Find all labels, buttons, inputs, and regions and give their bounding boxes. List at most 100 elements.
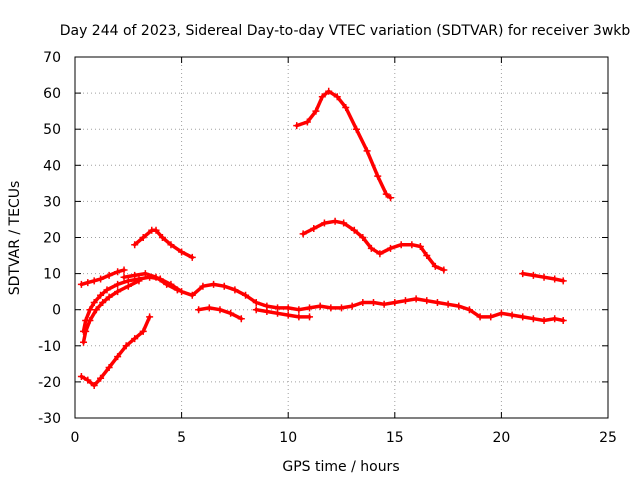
data-point — [540, 273, 548, 281]
x-tick-label: 0 — [71, 430, 80, 446]
data-point — [369, 298, 377, 306]
data-point — [205, 304, 213, 312]
data-point — [299, 230, 307, 238]
data-point — [124, 282, 132, 290]
series-arc-g — [120, 270, 181, 294]
data-point — [114, 288, 122, 296]
data-point — [423, 252, 431, 260]
data-point — [408, 241, 416, 249]
series-arc-d — [77, 266, 128, 288]
data-point — [252, 306, 260, 314]
series-trace — [132, 228, 195, 260]
data-point — [146, 313, 154, 321]
data-point — [99, 298, 107, 306]
data-point — [391, 298, 399, 306]
data-point — [423, 297, 431, 305]
data-point — [131, 271, 139, 279]
data-point — [359, 298, 367, 306]
data-point — [318, 93, 326, 101]
series-trace — [294, 89, 393, 200]
data-point — [188, 291, 196, 299]
data-point — [84, 279, 92, 287]
data-point — [431, 262, 439, 270]
data-point — [188, 253, 196, 261]
data-point — [114, 353, 122, 361]
data-point — [559, 317, 567, 325]
x-axis-label: GPS time / hours — [282, 459, 399, 475]
data-point — [82, 327, 90, 335]
grid — [75, 57, 608, 418]
data-point — [231, 286, 239, 294]
y-tick-label: 20 — [43, 231, 61, 247]
data-point — [105, 363, 113, 371]
data-series — [77, 87, 567, 390]
data-point — [284, 311, 292, 319]
data-point — [120, 273, 128, 281]
data-point — [295, 313, 303, 321]
y-tick-label: 0 — [52, 303, 61, 319]
data-point — [242, 291, 250, 299]
series-arc-k — [519, 270, 567, 285]
series-arc-a — [293, 87, 395, 202]
series-arc-j — [77, 313, 154, 390]
data-point — [84, 376, 92, 384]
data-point — [367, 244, 375, 252]
data-point — [306, 313, 314, 321]
data-point — [325, 87, 333, 95]
data-point — [199, 282, 207, 290]
y-tick-label: 40 — [43, 158, 61, 174]
y-tick-label: -10 — [38, 339, 61, 355]
data-point — [303, 118, 311, 126]
data-point — [178, 248, 186, 256]
data-point — [216, 306, 224, 314]
data-point — [416, 243, 424, 251]
data-point — [141, 270, 149, 278]
data-point — [376, 250, 384, 258]
data-point — [227, 309, 235, 317]
series-arc-b — [299, 217, 448, 274]
data-point — [105, 271, 113, 279]
data-point — [333, 93, 341, 101]
series-arc-c — [131, 226, 196, 261]
data-point — [135, 277, 143, 285]
data-point — [444, 300, 452, 308]
y-axis-label: SDTVAR / TECUs — [7, 181, 23, 296]
data-point — [103, 286, 111, 294]
series-arc-f — [80, 277, 143, 346]
data-point — [529, 271, 537, 279]
data-point — [327, 304, 335, 312]
data-point — [350, 226, 358, 234]
data-point — [274, 309, 282, 317]
data-point — [455, 302, 463, 310]
data-point — [359, 234, 367, 241]
data-point — [363, 147, 371, 155]
data-point — [158, 234, 166, 241]
data-point — [252, 298, 260, 306]
data-point — [139, 234, 147, 241]
data-point — [387, 194, 395, 202]
data-point — [152, 273, 160, 281]
data-point — [86, 306, 94, 314]
data-point — [114, 268, 122, 276]
data-point — [331, 217, 339, 225]
data-point — [77, 280, 85, 288]
data-point — [120, 266, 128, 274]
data-point — [340, 219, 348, 227]
data-point — [387, 244, 395, 252]
data-point — [97, 275, 105, 283]
axis-ticks: 0 5 10 15 20 25 -30 -20 -10 0 10 20 30 40 50 60 70 — [38, 50, 617, 446]
data-point — [559, 277, 567, 285]
series-trace — [301, 219, 446, 272]
data-point — [320, 219, 328, 227]
data-point — [77, 372, 85, 380]
data-point — [342, 104, 350, 112]
data-point — [352, 125, 360, 133]
data-point — [412, 295, 420, 303]
chart-title: Day 244 of 2023, Sidereal Day-to-day VTE… — [60, 23, 631, 39]
data-point — [178, 288, 186, 296]
data-point — [306, 304, 314, 312]
y-tick-label: 30 — [43, 194, 61, 210]
data-point — [316, 302, 324, 310]
data-point — [131, 241, 139, 249]
